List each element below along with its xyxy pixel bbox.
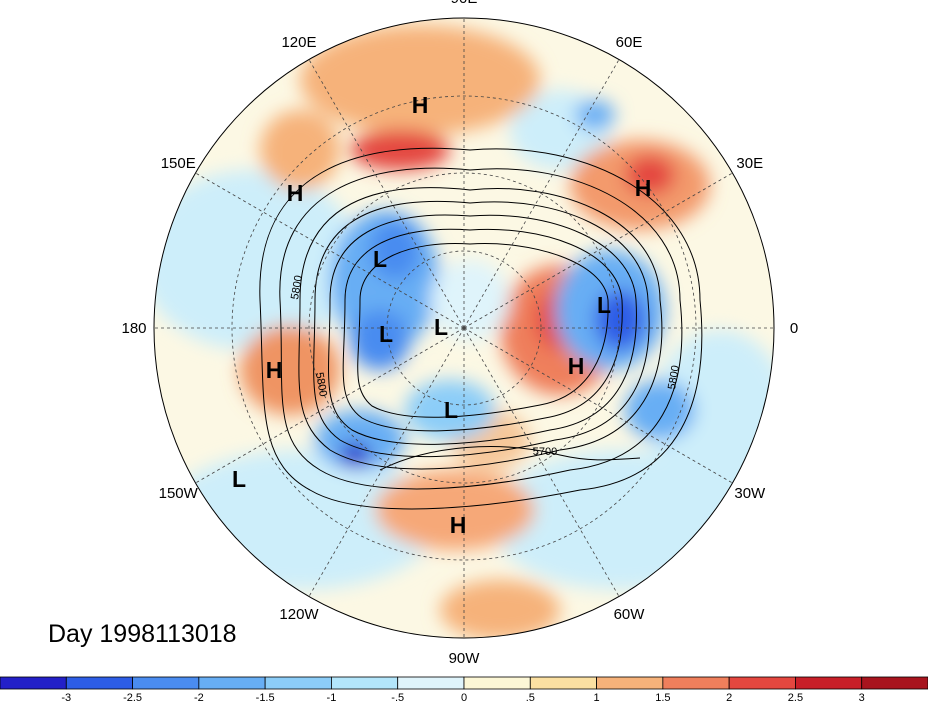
colorbar-tick-label: 1.5 (655, 692, 670, 702)
colorbar-box (397, 676, 465, 690)
low-center: L (444, 397, 458, 423)
low-center: L (597, 292, 611, 318)
contour-label: 5700 (533, 446, 557, 458)
colorbar-tick-label: -1.5 (256, 692, 275, 702)
meridian-line (195, 327, 465, 484)
high-center: H (287, 180, 304, 206)
low-center: L (434, 314, 448, 340)
colorbar-box (861, 676, 928, 690)
low-center: L (373, 246, 387, 272)
colorbar-box (728, 676, 796, 690)
longitude-labels: 90E 60E 30E 0 30W 60W 90W 120W 150W 180 150E 120E (121, 0, 798, 667)
longitude-label: 90E (451, 0, 478, 7)
meridian-line (308, 327, 465, 597)
longitude-label: 30W (734, 485, 766, 502)
graticule (154, 18, 774, 638)
colorbar-tick-label: 3 (859, 692, 865, 702)
contour-label: 5800 (666, 364, 682, 390)
longitude-label: 60E (616, 34, 643, 51)
map-border (153, 17, 775, 639)
colorbar-box (529, 676, 597, 690)
contour-label: 5800 (313, 371, 329, 397)
colorbar: -3 -2.5 -2 -1.5 -1 -.5 0 .5 1 1.5 2 2.5 3 (0, 676, 928, 702)
colorbar-tick-label: -1 (327, 692, 337, 702)
contour-label: 5800 (289, 274, 305, 300)
meridian-line (195, 172, 465, 329)
colorbar-tick-label: 2 (726, 692, 732, 702)
polar-map: 5800 5800 5800 5700 H H H H H H L L L L … (121, 0, 798, 667)
height-contours (259, 147, 703, 510)
colorbar-tick-label: -.5 (391, 692, 404, 702)
longitude-label: 180 (121, 320, 146, 337)
longitude-label: 150E (161, 155, 196, 172)
meridian-line (463, 327, 620, 597)
colorbar-box (331, 676, 399, 690)
colorbar-tick-label: .5 (526, 692, 535, 702)
pressure-centers: H H H H H H L L L L L L (232, 92, 651, 538)
longitude-label: 60W (614, 606, 646, 623)
colorbar-tick-label: 1 (594, 692, 600, 702)
colorbar-tick-label: -3 (61, 692, 71, 702)
colorbar-tick-label: -2.5 (123, 692, 142, 702)
longitude-label: 30E (736, 155, 763, 172)
meridian-line (463, 59, 620, 329)
high-center: H (412, 92, 429, 118)
meridian-line (463, 172, 733, 329)
longitude-label: 150W (159, 485, 199, 502)
colorbar-box (662, 676, 730, 690)
colorbar-box (0, 676, 67, 690)
colorbar-tick-label: -2 (194, 692, 204, 702)
high-center: H (568, 353, 585, 379)
high-center: H (635, 175, 652, 201)
contour-labels: 5800 5800 5800 5700 (289, 274, 682, 458)
colorbar-tick-label: 0 (461, 692, 467, 702)
colorbar-box (198, 676, 266, 690)
longitude-label: 120E (281, 34, 316, 51)
low-center: L (379, 321, 393, 347)
map-title: Day 1998113018 (48, 620, 237, 648)
colorbar-tick-label: 2.5 (788, 692, 803, 702)
high-center: H (266, 357, 283, 383)
meridian-line (463, 327, 733, 484)
colorbar-box (264, 676, 332, 690)
colorbar-box (463, 676, 531, 690)
high-center: H (450, 512, 467, 538)
longitude-label: 0 (790, 320, 798, 337)
low-center: L (232, 466, 246, 492)
colorbar-box (596, 676, 664, 690)
colorbar-box (132, 676, 200, 690)
meridian-line (308, 59, 465, 329)
colorbar-box (795, 676, 863, 690)
longitude-label: 90W (449, 650, 481, 667)
longitude-label: 120W (279, 606, 319, 623)
colorbar-box (65, 676, 133, 690)
